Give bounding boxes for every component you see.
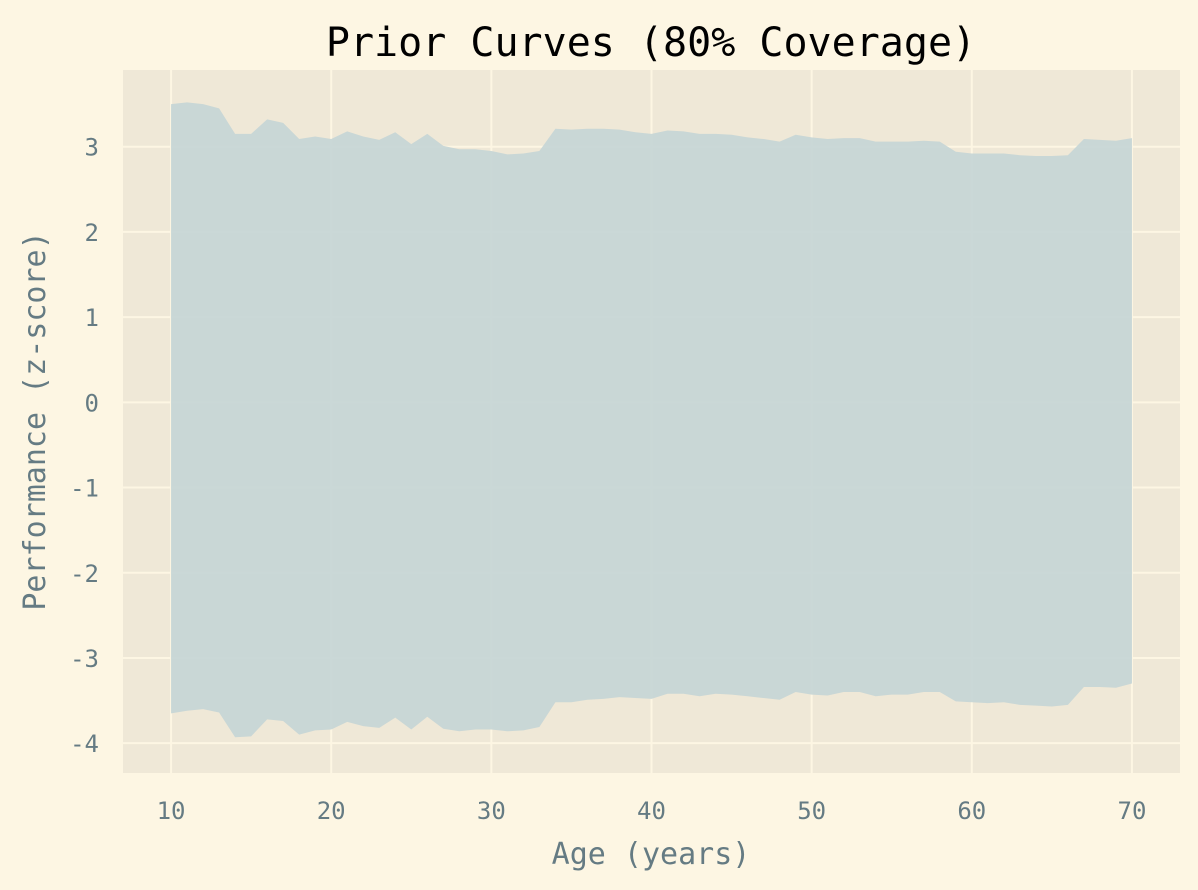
x-tick-label: 10 <box>157 797 186 825</box>
chart-title: Prior Curves (80% Coverage) <box>326 20 976 66</box>
y-tick-label: 2 <box>85 219 99 247</box>
y-tick-label: 1 <box>85 304 99 332</box>
x-tick-label: 70 <box>1118 797 1147 825</box>
band-layer <box>171 102 1132 738</box>
x-axis-label: Age (years) <box>552 837 751 872</box>
y-axis-label: Performance (z-score) <box>18 231 53 610</box>
coverage-band <box>171 102 1132 738</box>
y-tick-label: 0 <box>85 389 99 417</box>
x-tick-label: 30 <box>477 797 506 825</box>
x-tick-label: 20 <box>317 797 346 825</box>
y-tick-label: -3 <box>70 645 99 673</box>
y-axis-ticks: -4 -3 -2 -1 0 1 2 3 <box>70 134 99 758</box>
x-tick-label: 60 <box>957 797 986 825</box>
x-tick-label: 50 <box>797 797 826 825</box>
y-tick-label: 3 <box>85 134 99 162</box>
x-tick-label: 40 <box>637 797 666 825</box>
y-tick-label: -1 <box>70 475 99 503</box>
x-axis-ticks: 10 20 30 40 50 60 70 <box>157 797 1147 825</box>
y-tick-label: -4 <box>70 730 99 758</box>
y-tick-label: -2 <box>70 560 99 588</box>
